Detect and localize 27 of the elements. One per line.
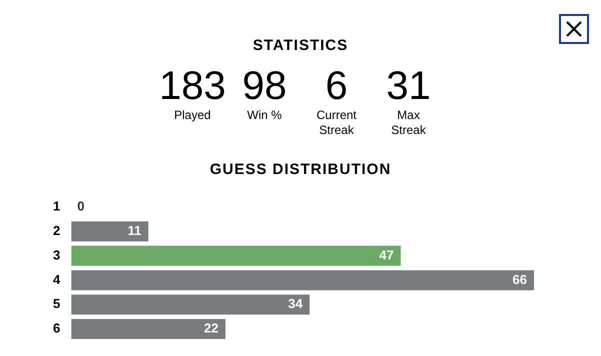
- y-tick-label: 5: [52, 296, 60, 312]
- text: 6: [324, 64, 349, 108]
- bar: [71, 246, 401, 266]
- y-tick-label: 1: [52, 198, 60, 214]
- bar: [71, 221, 148, 242]
- chart-title: GUESS DISTRIBUTION: [208, 161, 392, 178]
- bar: [71, 270, 534, 290]
- bar: [71, 294, 310, 315]
- text: 98: [241, 64, 288, 108]
- data-label: 22: [204, 320, 218, 336]
- text: STATISTICS: [252, 37, 350, 54]
- text: 183: [158, 64, 227, 108]
- bar: [71, 318, 226, 340]
- data-label: 11: [128, 222, 142, 238]
- text: 31: [385, 64, 432, 108]
- data-label: 34: [288, 296, 304, 312]
- text: Win %: [246, 108, 283, 123]
- text: Current Streak: [315, 108, 358, 138]
- data-label: 0: [77, 198, 84, 214]
- data-label: 66: [512, 272, 527, 287]
- data-label: 47: [379, 247, 394, 262]
- y-tick-label: 2: [52, 222, 60, 238]
- y-tick-label: 6: [52, 320, 60, 336]
- y-tick-label: 4: [52, 272, 61, 287]
- text: Played: [173, 108, 212, 123]
- text: Max Streak: [390, 108, 427, 138]
- y-tick-label: 3: [52, 247, 60, 262]
